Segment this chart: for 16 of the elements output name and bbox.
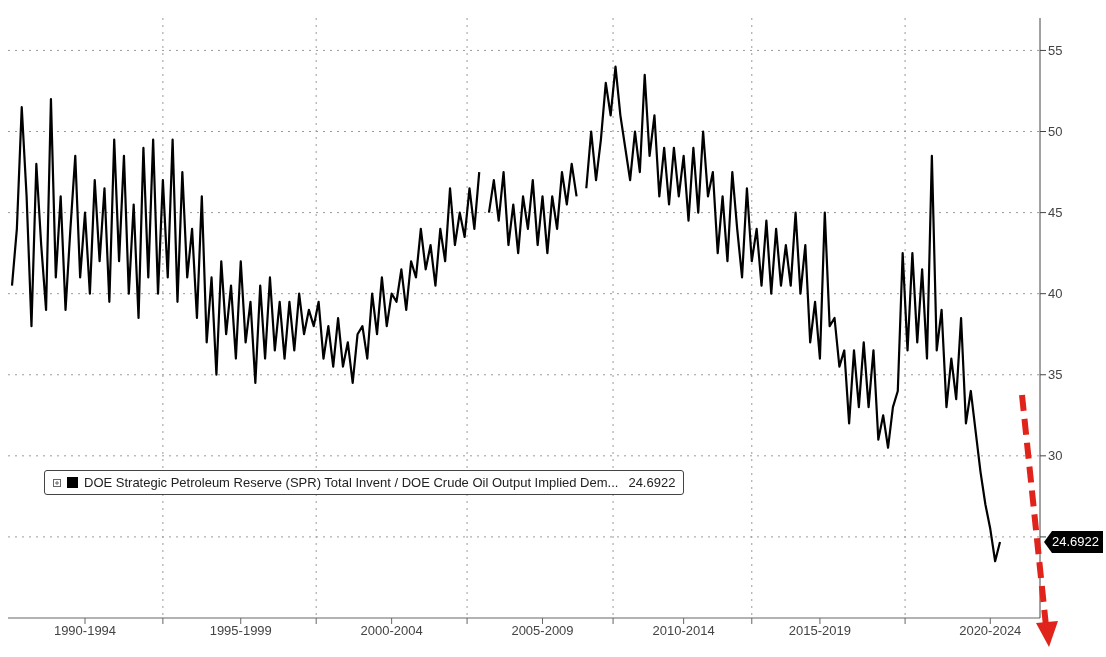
y-tick-label: 50 — [1048, 124, 1063, 140]
x-tick-label: 2015-2019 — [788, 623, 852, 639]
y-tick-label: 30 — [1048, 448, 1063, 464]
x-tick-label: 2005-2009 — [511, 623, 574, 639]
x-tick-label: 2010-2014 — [652, 623, 715, 639]
y-tick-label: 40 — [1048, 286, 1063, 302]
x-tick-label: 2020-2024 — [959, 623, 1022, 639]
legend-label: DOE Strategic Petroleum Reserve (SPR) Total Invent / DOE Crude Oil Output Implied Dem... — [84, 475, 619, 490]
text: 24.6922 — [1052, 533, 1099, 549]
annotation: 24.6922 — [628, 475, 676, 490]
x-tick-label: 1990-1994 — [53, 623, 117, 639]
y-tick-label: 45 — [1048, 205, 1063, 221]
x-tick-label: 1995-1999 — [209, 623, 272, 639]
y-tick-label: 35 — [1048, 367, 1063, 383]
x-tick-label: 2000-2004 — [360, 623, 423, 639]
y-tick-label: 55 — [1048, 43, 1063, 59]
